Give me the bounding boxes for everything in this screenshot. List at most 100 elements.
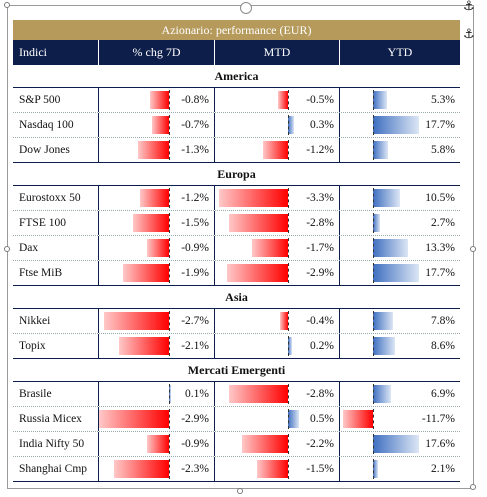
zero-axis (288, 409, 289, 429)
cell-d7: -2.9% (99, 407, 215, 431)
anchor-icon[interactable]: ⚓ (463, 0, 475, 14)
positive-bar (373, 460, 379, 478)
cell-mtd: 0.3% (215, 113, 340, 137)
cell-ytd: 17.7% (340, 261, 460, 285)
resize-handle-left[interactable] (4, 246, 10, 252)
zero-axis (373, 238, 374, 258)
negative-bar (118, 337, 169, 355)
cell-mtd: -2.2% (215, 432, 340, 456)
table-row: Dow Jones -1.3% -1.2% 5.8% (13, 138, 460, 163)
table-header: Indici % chg 7D MTD YTD (13, 40, 460, 65)
cell-ytd: -11.7% (340, 407, 460, 431)
zero-axis (288, 311, 289, 331)
negative-bar (262, 141, 288, 159)
negative-bar (277, 91, 288, 109)
table-row: Topix -2.1% 0.2% 8.6% (13, 334, 460, 359)
value-ytd: 17.6% (425, 438, 455, 450)
zero-axis (169, 90, 170, 110)
index-name: Brasile (13, 382, 99, 406)
positive-bar (373, 435, 419, 453)
zero-axis (373, 140, 374, 160)
cell-ytd: 6.9% (340, 382, 460, 406)
positive-bar (373, 116, 420, 134)
zero-axis (373, 188, 374, 208)
table-row: Dax -0.9% -1.7% 13.3% (13, 236, 460, 261)
value-ytd: 10.5% (425, 192, 455, 204)
value-ytd: 5.3% (431, 94, 455, 106)
value-d7: -2.3% (181, 463, 209, 475)
positive-bar (373, 239, 408, 257)
resize-handle-right[interactable] (470, 246, 476, 252)
index-name: S&P 500 (13, 88, 99, 112)
zero-axis (169, 459, 170, 479)
zero-axis (373, 263, 374, 283)
cell-mtd: -0.4% (215, 309, 340, 333)
anchor-icon[interactable]: ⚓ (463, 27, 475, 42)
index-name: Eurostoxx 50 (13, 186, 99, 210)
value-ytd: 2.1% (431, 463, 455, 475)
cell-ytd: 7.8% (340, 309, 460, 333)
resize-handle-top-left[interactable] (4, 2, 10, 8)
positive-bar (288, 116, 295, 134)
negative-bar (229, 214, 288, 232)
cell-mtd: -1.2% (215, 138, 340, 162)
value-ytd: 2.7% (431, 217, 455, 229)
zero-axis (288, 213, 289, 233)
positive-bar (373, 264, 420, 282)
value-d7: -1.9% (181, 267, 209, 279)
index-name: Russia Micex (13, 407, 99, 431)
positive-bar (373, 312, 394, 330)
negative-bar (256, 460, 288, 478)
value-ytd: 6.9% (431, 388, 455, 400)
rotate-handle-icon[interactable] (240, 2, 252, 14)
zero-axis (373, 409, 374, 429)
cell-d7: -0.9% (99, 432, 215, 456)
zero-axis (373, 311, 374, 331)
negative-bar (149, 91, 169, 109)
index-name: FTSE 100 (13, 211, 99, 235)
table-row: S&P 500 -0.8% -0.5% 5.3% (13, 88, 460, 113)
cell-ytd: 2.7% (340, 211, 460, 235)
negative-bar (252, 239, 288, 257)
positive-bar (373, 189, 401, 207)
cell-ytd: 17.7% (340, 113, 460, 137)
zero-axis (169, 238, 170, 258)
table-row: Ftse MiB -1.9% -2.9% 17.7% (13, 261, 460, 286)
negative-bar (113, 460, 169, 478)
cell-ytd: 8.6% (340, 334, 460, 358)
value-ytd: 7.8% (431, 315, 455, 327)
negative-bar (137, 141, 169, 159)
header-ytd: YTD (387, 45, 413, 59)
value-d7: -2.9% (181, 413, 209, 425)
zero-axis (288, 459, 289, 479)
cell-mtd: -2.8% (215, 382, 340, 406)
index-name: India Nifty 50 (13, 432, 99, 456)
cell-d7: -0.7% (99, 113, 215, 137)
positive-bar (373, 141, 389, 159)
header-mtd: MTD (215, 40, 340, 65)
resize-handle-bottom[interactable] (237, 488, 243, 494)
value-d7: -1.5% (181, 217, 209, 229)
zero-axis (373, 336, 374, 356)
section-header: America (13, 65, 460, 88)
cell-d7: -1.3% (99, 138, 215, 162)
value-d7: -0.7% (181, 119, 209, 131)
value-ytd: 17.7% (425, 267, 455, 279)
selection-frame[interactable] (4, 2, 476, 494)
zero-axis (288, 115, 289, 135)
resize-handle-bottom-right[interactable] (470, 484, 476, 490)
cell-d7: -0.8% (99, 88, 215, 112)
cell-ytd: 17.6% (340, 432, 460, 456)
value-ytd: 8.6% (431, 340, 455, 352)
positive-bar (373, 337, 396, 355)
zero-axis (288, 90, 289, 110)
table-row: India Nifty 50 -0.9% -2.2% 17.6% (13, 432, 460, 457)
cell-ytd: 2.1% (340, 457, 460, 481)
value-ytd: 13.3% (425, 242, 455, 254)
value-mtd: -2.9% (306, 267, 334, 279)
performance-table: Azionario: performance (EUR) Indici % ch… (13, 20, 460, 482)
value-d7: -2.7% (181, 315, 209, 327)
cell-mtd: -3.3% (215, 186, 340, 210)
zero-axis (288, 263, 289, 283)
table-row: FTSE 100 -1.5% -2.8% 2.7% (13, 211, 460, 236)
